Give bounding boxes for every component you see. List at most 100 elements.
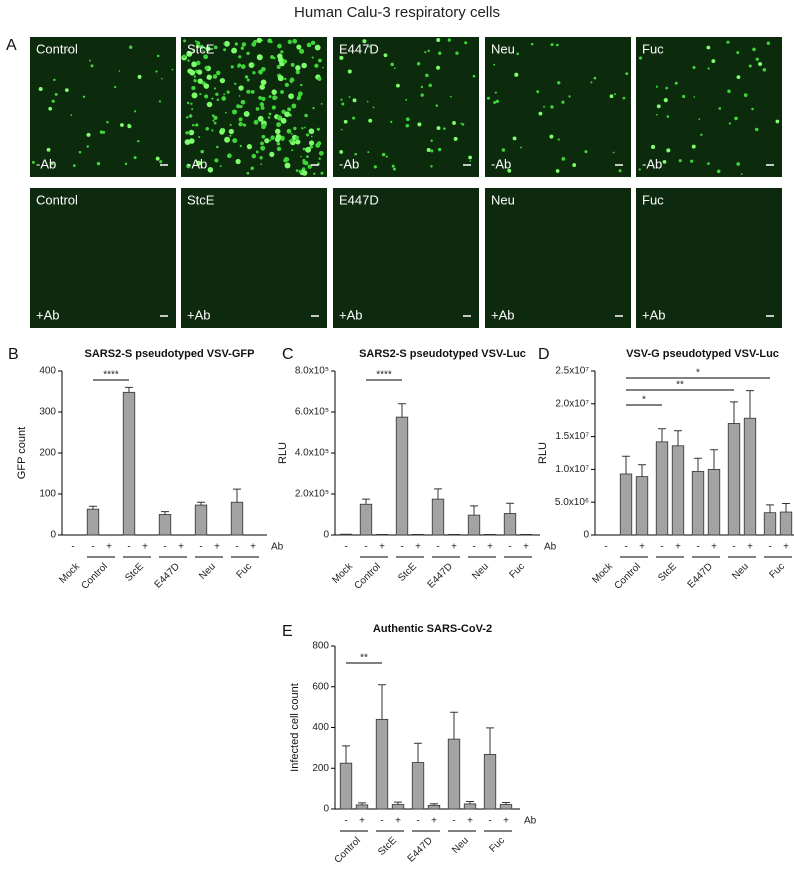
cell-dot	[406, 117, 410, 122]
cell-dot	[766, 41, 771, 45]
bar	[691, 470, 705, 536]
cell-dot	[269, 139, 272, 142]
sign-label: +	[783, 542, 789, 553]
cell-dot	[436, 38, 441, 42]
sign-label: +	[379, 542, 385, 553]
image-label: Fuc	[642, 41, 664, 56]
sign-label: +	[675, 542, 681, 553]
ab-tag: +Ab	[187, 307, 211, 322]
cell-dot	[232, 109, 238, 115]
y-tick-label: 2.0x10⁷	[555, 398, 589, 409]
cell-dot	[246, 171, 250, 175]
cell-dot	[354, 152, 357, 156]
ab-label: Ab	[271, 542, 284, 553]
sign-label: -	[624, 542, 627, 553]
y-tick-label: 6.0x10⁵	[295, 407, 329, 418]
group-label: E447D	[406, 835, 435, 864]
cell-dot	[726, 40, 730, 44]
cell-dot	[420, 85, 424, 89]
cell-dot	[734, 116, 738, 121]
cell-dot	[420, 93, 424, 97]
micrograph	[333, 188, 479, 328]
significance-label: **	[360, 653, 368, 664]
cell-dot	[271, 89, 277, 95]
cell-dot	[221, 128, 224, 130]
bar	[463, 803, 477, 810]
cell-dot	[538, 111, 543, 116]
bar	[483, 533, 497, 536]
cell-dot	[468, 155, 472, 160]
cell-dot	[251, 153, 257, 159]
cell-dot	[255, 107, 260, 111]
cell-dot	[692, 65, 696, 70]
cell-dot	[99, 130, 104, 134]
error-bar	[674, 430, 682, 446]
cell-dot	[46, 147, 51, 152]
cell-dot	[469, 160, 472, 162]
cell-dot	[550, 43, 554, 47]
cell-dot	[678, 159, 682, 163]
cell-dot	[213, 122, 216, 125]
cell-dot	[339, 150, 344, 154]
cell-dot	[543, 105, 546, 108]
cell-dot	[430, 149, 434, 153]
bar	[194, 504, 208, 536]
cell-dot	[260, 163, 263, 166]
cell-dot	[258, 95, 263, 100]
cell-dot	[187, 59, 190, 62]
cell-dot	[260, 105, 265, 110]
cell-dot	[280, 50, 284, 54]
cell-dot	[572, 163, 577, 167]
error-bar	[434, 488, 442, 500]
cell-dot	[212, 74, 218, 79]
cell-dot	[238, 85, 244, 91]
cell-dot	[296, 96, 301, 101]
cell-dot	[213, 115, 218, 121]
cell-dot	[300, 155, 302, 158]
sign-label: +	[451, 542, 457, 553]
cell-dot	[171, 68, 174, 71]
error-bar	[502, 801, 510, 805]
cell-dot	[711, 59, 716, 63]
cell-dot	[243, 110, 250, 117]
image-label: E447D	[339, 192, 379, 207]
cell-dot	[755, 57, 759, 61]
cell-dot	[96, 161, 101, 166]
cell-dot	[234, 42, 238, 46]
cell-dot	[221, 96, 227, 101]
cell-dot	[638, 56, 643, 60]
cell-dot	[190, 102, 193, 105]
cell-dot	[707, 67, 710, 70]
error-bar	[414, 742, 422, 763]
cell-dot	[775, 119, 780, 124]
cell-dot	[740, 173, 743, 175]
chart-title: Authentic SARS-CoV-2	[373, 623, 492, 635]
ab-tag: +Ab	[642, 307, 666, 322]
cell-dot	[297, 91, 303, 97]
cell-dot	[295, 69, 300, 75]
cell-dot	[716, 169, 721, 174]
cell-dot	[435, 104, 439, 107]
cell-dot	[186, 101, 190, 105]
cell-dot	[352, 98, 357, 103]
cell-dot	[584, 150, 588, 154]
micrograph	[181, 188, 327, 328]
cell-dot	[224, 136, 231, 143]
cell-dot	[663, 98, 668, 103]
micrograph	[485, 37, 631, 177]
cell-dot	[309, 145, 313, 149]
bar	[503, 513, 517, 536]
cell-dot	[246, 51, 250, 56]
cell-dot	[549, 134, 554, 139]
cell-dot	[206, 74, 212, 80]
cell-dot	[280, 90, 284, 94]
cell-dot	[260, 145, 266, 151]
cell-dot	[219, 165, 222, 168]
bar	[158, 514, 172, 536]
cell-dot	[293, 126, 297, 131]
cell-dot	[240, 64, 246, 70]
cell-dot	[232, 138, 238, 144]
cell-dot	[114, 85, 117, 89]
image-label: Neu	[491, 192, 515, 207]
sign-label: -	[660, 542, 663, 553]
